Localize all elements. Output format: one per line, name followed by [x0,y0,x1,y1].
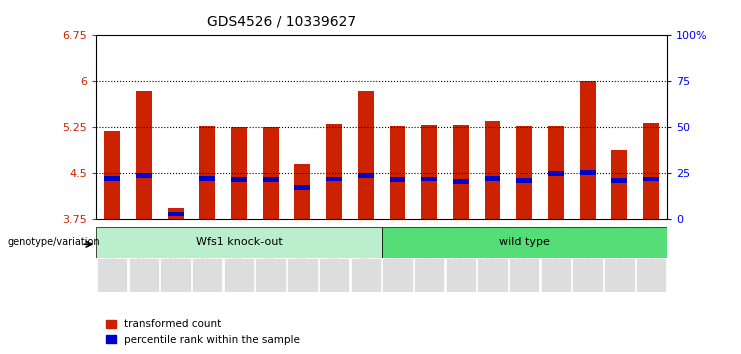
Bar [611,178,628,183]
FancyBboxPatch shape [477,258,508,292]
FancyBboxPatch shape [414,258,445,292]
Bar [540,35,572,219]
Text: wild type: wild type [499,238,550,247]
FancyBboxPatch shape [224,258,254,292]
Bar [294,164,310,219]
Bar [263,127,279,219]
FancyBboxPatch shape [382,258,413,292]
Bar [96,35,128,219]
FancyBboxPatch shape [350,258,381,292]
Bar [223,35,255,219]
Bar [294,185,310,190]
FancyBboxPatch shape [129,258,159,292]
Bar [643,123,659,219]
Bar [199,176,215,181]
Bar [231,177,247,182]
Bar [350,35,382,219]
Bar [548,126,564,219]
Bar [263,177,279,182]
Bar [191,35,223,219]
Bar [287,35,318,219]
Bar [485,121,500,219]
FancyBboxPatch shape [319,258,349,292]
Bar [603,35,635,219]
Bar [643,177,659,182]
Text: genotype/variation: genotype/variation [7,238,100,247]
FancyBboxPatch shape [445,258,476,292]
FancyBboxPatch shape [288,258,318,292]
Bar [136,173,152,178]
Bar [485,176,500,181]
Bar [421,125,437,219]
FancyBboxPatch shape [382,227,667,258]
Bar [128,35,160,219]
FancyBboxPatch shape [97,258,127,292]
Bar [508,35,540,219]
Bar [579,81,596,219]
Bar [160,35,191,219]
FancyBboxPatch shape [509,258,539,292]
Bar [358,91,373,219]
Bar [390,177,405,182]
Legend: transformed count, percentile rank within the sample: transformed count, percentile rank withi… [102,315,305,349]
FancyBboxPatch shape [192,258,222,292]
Bar [231,127,247,219]
Text: GDS4526 / 10339627: GDS4526 / 10339627 [207,14,356,28]
Bar [382,35,413,219]
Bar [136,91,152,219]
FancyBboxPatch shape [636,258,666,292]
Bar [104,131,120,219]
Bar [104,176,120,181]
Bar [318,35,350,219]
Bar [611,150,628,219]
Bar [167,211,184,216]
Bar [255,35,287,219]
Text: Wfs1 knock-out: Wfs1 knock-out [196,238,282,247]
Bar [390,126,405,219]
FancyBboxPatch shape [160,258,190,292]
Bar [635,35,667,219]
Bar [326,124,342,219]
FancyBboxPatch shape [96,227,382,258]
Bar [579,170,596,175]
FancyBboxPatch shape [256,258,286,292]
FancyBboxPatch shape [541,258,571,292]
FancyBboxPatch shape [604,258,634,292]
FancyBboxPatch shape [573,258,603,292]
Bar [413,35,445,219]
Bar [516,126,532,219]
Bar [548,171,564,176]
Bar [453,179,469,184]
Bar [199,126,215,219]
Bar [167,209,184,219]
Bar [516,178,532,183]
Bar [453,125,469,219]
Bar [572,35,603,219]
Bar [326,177,342,182]
Bar [421,177,437,182]
Bar [445,35,476,219]
Bar [476,35,508,219]
Bar [358,173,373,178]
